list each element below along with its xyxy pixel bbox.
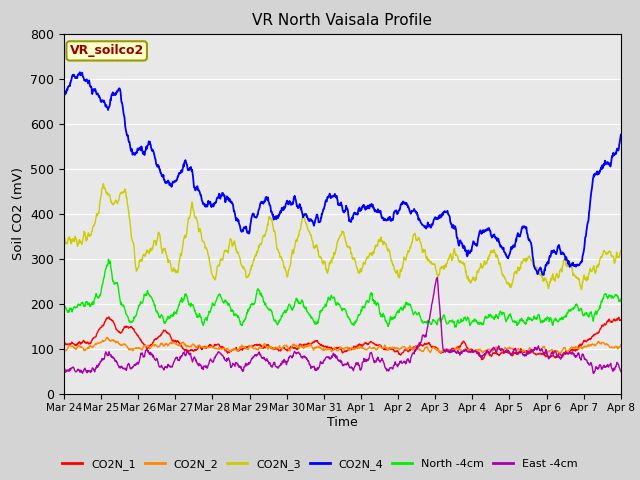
CO2N_3: [171, 268, 179, 274]
North -4cm: [246, 302, 254, 308]
CO2N_3: [184, 216, 192, 222]
CO2N_2: [502, 346, 509, 351]
CO2N_3: [246, 266, 254, 272]
CO2N_1: [478, 357, 486, 362]
CO2N_2: [103, 335, 111, 340]
Title: VR North Vaisala Profile: VR North Vaisala Profile: [252, 13, 433, 28]
Line: North -4cm: North -4cm: [64, 259, 621, 327]
CO2N_1: [184, 348, 192, 354]
CO2N_4: [617, 132, 625, 138]
East -4cm: [170, 358, 178, 364]
East -4cm: [502, 348, 509, 354]
Line: CO2N_1: CO2N_1: [64, 317, 621, 360]
Legend: CO2N_1, CO2N_2, CO2N_3, CO2N_4, North -4cm, East -4cm: CO2N_1, CO2N_2, CO2N_3, CO2N_4, North -4…: [58, 455, 582, 474]
CO2N_4: [76, 70, 84, 75]
East -4cm: [590, 371, 598, 376]
CO2N_4: [60, 94, 68, 99]
CO2N_2: [617, 342, 625, 348]
CO2N_1: [246, 343, 254, 348]
North -4cm: [502, 319, 510, 324]
East -4cm: [433, 275, 441, 280]
CO2N_3: [429, 261, 437, 267]
CO2N_2: [171, 340, 179, 346]
CO2N_4: [540, 272, 548, 278]
East -4cm: [184, 348, 191, 354]
North -4cm: [552, 315, 559, 321]
Line: East -4cm: East -4cm: [64, 277, 621, 373]
CO2N_1: [105, 314, 113, 320]
North -4cm: [171, 311, 179, 317]
Text: VR_soilco2: VR_soilco2: [70, 44, 144, 58]
CO2N_2: [246, 343, 254, 348]
CO2N_4: [171, 179, 179, 184]
East -4cm: [60, 364, 68, 370]
North -4cm: [60, 303, 68, 309]
CO2N_1: [60, 340, 68, 346]
North -4cm: [429, 317, 437, 323]
CO2N_3: [617, 248, 625, 253]
CO2N_1: [429, 343, 437, 349]
CO2N_3: [502, 277, 509, 283]
X-axis label: Time: Time: [327, 416, 358, 429]
CO2N_4: [246, 221, 254, 227]
CO2N_1: [502, 349, 510, 355]
CO2N_2: [552, 349, 559, 355]
North -4cm: [451, 324, 459, 330]
CO2N_3: [577, 287, 585, 292]
East -4cm: [246, 360, 254, 366]
CO2N_4: [184, 168, 192, 173]
CO2N_2: [184, 344, 192, 350]
Line: CO2N_2: CO2N_2: [64, 337, 621, 353]
CO2N_2: [429, 345, 437, 350]
CO2N_3: [551, 278, 559, 284]
CO2N_4: [502, 252, 509, 257]
East -4cm: [429, 297, 436, 302]
Y-axis label: Soil CO2 (mV): Soil CO2 (mV): [12, 167, 25, 260]
CO2N_2: [60, 347, 68, 353]
CO2N_3: [100, 180, 108, 186]
CO2N_2: [523, 350, 531, 356]
North -4cm: [617, 296, 625, 302]
CO2N_1: [552, 355, 559, 360]
Line: CO2N_3: CO2N_3: [64, 183, 621, 289]
CO2N_1: [171, 338, 179, 344]
Line: CO2N_4: CO2N_4: [64, 72, 621, 275]
North -4cm: [105, 256, 113, 262]
East -4cm: [617, 369, 625, 374]
East -4cm: [551, 348, 559, 354]
CO2N_4: [552, 249, 559, 255]
North -4cm: [184, 298, 192, 304]
CO2N_3: [60, 232, 68, 238]
CO2N_4: [429, 219, 437, 225]
CO2N_1: [617, 317, 625, 323]
